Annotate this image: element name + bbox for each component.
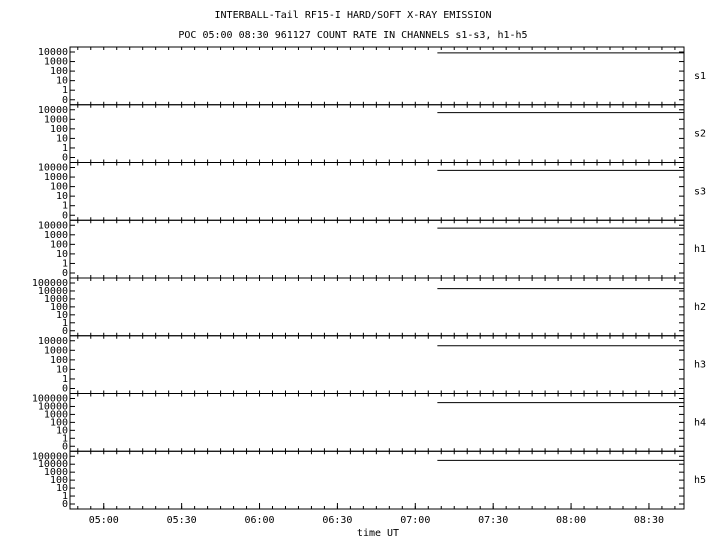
y-tick-label: 10 — [56, 483, 68, 494]
y-tick-label: 1 — [62, 258, 68, 269]
y-tick-label: 10 — [56, 310, 68, 321]
y-tick-label: 0 — [62, 499, 68, 510]
y-tick-label: 10000 — [38, 105, 68, 116]
y-tick-label: 0 — [62, 210, 68, 221]
y-tick-label: 1 — [62, 85, 68, 96]
y-tick-label: 100 — [50, 475, 68, 486]
y-tick-label: 1000 — [44, 409, 68, 420]
y-tick-label: 10 — [56, 76, 68, 87]
y-tick-label: 0 — [62, 95, 68, 106]
y-tick-label: 1 — [62, 143, 68, 154]
chart-title: INTERBALL-Tail RF15-I HARD/SOFT X-RAY EM… — [215, 10, 492, 21]
y-tick-label: 1 — [62, 433, 68, 444]
y-tick-label: 1000 — [44, 57, 68, 68]
y-tick-label: 10000 — [38, 459, 68, 470]
y-tick-label: 100 — [50, 417, 68, 428]
y-tick-label: 0 — [62, 326, 68, 337]
panel-label: h2 — [694, 302, 706, 313]
y-tick-label: 1 — [62, 491, 68, 502]
y-tick-label: 1000 — [44, 294, 68, 305]
y-tick-label: 100 — [50, 239, 68, 250]
x-tick-label: 05:30 — [167, 515, 197, 526]
y-tick-label: 100000 — [32, 394, 68, 405]
y-tick-label: 100 — [50, 302, 68, 313]
x-tick-label: 06:30 — [322, 515, 352, 526]
y-tick-label: 10000 — [38, 286, 68, 297]
panel-label: h4 — [694, 417, 706, 428]
y-tick-label: 10 — [56, 191, 68, 202]
x-tick-label: 06:00 — [244, 515, 274, 526]
y-tick-label: 10000 — [38, 401, 68, 412]
y-tick-label: 100 — [50, 124, 68, 135]
y-tick-label: 10 — [56, 249, 68, 260]
y-tick-label: 10 — [56, 364, 68, 375]
x-axis-label: time UT — [357, 528, 399, 539]
y-tick-label: 1000 — [44, 230, 68, 241]
y-tick-label: 10000 — [38, 163, 68, 174]
x-tick-label: 07:30 — [478, 515, 508, 526]
y-tick-label: 0 — [62, 153, 68, 164]
panel-label: h1 — [694, 244, 706, 255]
y-tick-label: 10 — [56, 425, 68, 436]
x-tick-label: 08:00 — [556, 515, 586, 526]
y-tick-label: 1000 — [44, 467, 68, 478]
y-tick-label: 0 — [62, 384, 68, 395]
y-tick-label: 100 — [50, 182, 68, 193]
x-tick-label: 08:30 — [634, 515, 664, 526]
y-tick-label: 1000 — [44, 345, 68, 356]
y-tick-label: 0 — [62, 268, 68, 279]
y-tick-label: 1000 — [44, 114, 68, 125]
panel-label: s1 — [694, 71, 706, 82]
y-tick-label: 100 — [50, 355, 68, 366]
y-tick-label: 10 — [56, 133, 68, 144]
y-tick-label: 10000 — [38, 220, 68, 231]
x-tick-label: 07:00 — [400, 515, 430, 526]
panel-label: s2 — [694, 129, 706, 140]
y-tick-label: 1 — [62, 201, 68, 212]
y-tick-label: 1 — [62, 374, 68, 385]
y-tick-label: 100 — [50, 66, 68, 77]
panel-label: h5 — [694, 475, 706, 486]
y-tick-label: 100000 — [32, 278, 68, 289]
y-tick-label: 1000 — [44, 172, 68, 183]
y-tick-label: 10000 — [38, 47, 68, 58]
y-tick-label: 10000 — [38, 336, 68, 347]
panel-label: s3 — [694, 186, 706, 197]
chart-subtitle: POC 05:00 08:30 961127 COUNT RATE IN CHA… — [178, 30, 527, 41]
y-tick-label: 100000 — [32, 451, 68, 462]
panel-label: h3 — [694, 360, 706, 371]
y-tick-label: 0 — [62, 441, 68, 452]
x-tick-label: 05:00 — [89, 515, 119, 526]
y-tick-label: 1 — [62, 318, 68, 329]
